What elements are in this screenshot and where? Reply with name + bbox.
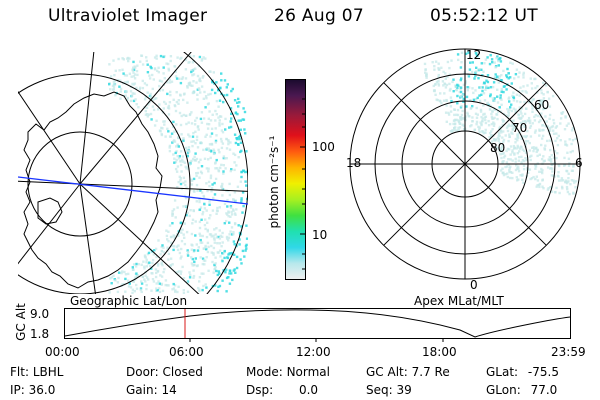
geo-panel-label: Geographic Lat/Lon: [70, 294, 188, 308]
colorbar-tick-10: 10: [312, 228, 328, 242]
glon-value: 77.0: [530, 383, 558, 397]
glat-status: GLat: -75.5: [486, 365, 559, 379]
mlt-label-0: 0: [470, 278, 478, 292]
glat-label: GLat:: [486, 365, 519, 379]
seq-value: 39: [396, 383, 412, 397]
altitude-curve: [64, 309, 571, 338]
mlt-label-12: 12: [466, 48, 482, 62]
satellite-track: [18, 176, 248, 205]
colorbar-unit-label: photon cm⁻²s⁻¹: [267, 135, 281, 229]
mlat-label-80: 80: [490, 141, 506, 155]
gc-alt-status: GC Alt: 7.7 Re: [366, 365, 450, 379]
gc-alt-value: 7.7 Re: [411, 365, 450, 379]
apex-panel-label: Apex MLat/MLT: [414, 294, 504, 308]
mlt-label-18: 18: [346, 156, 362, 170]
seq-status: Seq: 39: [366, 383, 412, 397]
instrument-title: Ultraviolet Imager: [48, 6, 208, 26]
ip-value: 36.0: [28, 383, 56, 397]
gain-status: Gain: 14: [126, 383, 177, 397]
gain-value: 14: [161, 383, 177, 397]
gain-label: Gain:: [126, 383, 158, 397]
altitude-plot: [64, 308, 571, 342]
geo-aurora-emission: [108, 54, 248, 294]
altitude-ytick-1-8: 1.8: [30, 327, 50, 341]
mlt-label-6: 6: [575, 156, 583, 170]
dsp-value: 0.0: [298, 383, 319, 397]
xtick-2359: 23:59: [551, 345, 586, 359]
date-label: 26 Aug 07: [274, 6, 364, 26]
mlat-label-70: 70: [512, 121, 528, 135]
mode-status: Mode: Normal: [246, 365, 330, 379]
xtick-0600: 06:00: [169, 345, 204, 359]
colorbar-tick-100: 100: [312, 140, 335, 154]
door-status: Door: Closed: [126, 365, 203, 379]
glon-status: GLon: 77.0: [486, 383, 557, 397]
altitude-ytick-9: 9.0: [30, 307, 50, 321]
xtick-0000: 00:00: [45, 345, 80, 359]
mode-label: Mode:: [246, 365, 283, 379]
dsp-label: Dsp:: [246, 383, 274, 397]
apex-aurora-emission: [423, 51, 578, 196]
altitude-ylabel: GC Alt: [14, 303, 28, 341]
ip-label: IP:: [10, 383, 25, 397]
mode-value: Normal: [286, 365, 330, 379]
glon-label: GLon:: [486, 383, 521, 397]
filter-status: Flt: LBHL: [10, 365, 63, 379]
time-label: 05:52:12 UT: [430, 6, 538, 26]
dsp-status: Dsp: 0.0: [246, 383, 318, 397]
xtick-1200: 12:00: [296, 345, 331, 359]
geographic-map: [18, 52, 248, 294]
seq-label: Seq:: [366, 383, 393, 397]
ip-status: IP: 36.0: [10, 383, 55, 397]
filter-label: Flt:: [10, 365, 29, 379]
door-value: Closed: [162, 365, 203, 379]
colorbar: [285, 79, 306, 280]
glat-value: -75.5: [527, 365, 559, 379]
gc-alt-label: GC Alt:: [366, 365, 408, 379]
continent-outline: [23, 91, 163, 289]
door-label: Door:: [126, 365, 159, 379]
xtick-1800: 18:00: [422, 345, 457, 359]
mlat-label-60: 60: [534, 98, 550, 112]
apex-polar-plot: [349, 48, 581, 280]
filter-value: LBHL: [32, 365, 64, 379]
